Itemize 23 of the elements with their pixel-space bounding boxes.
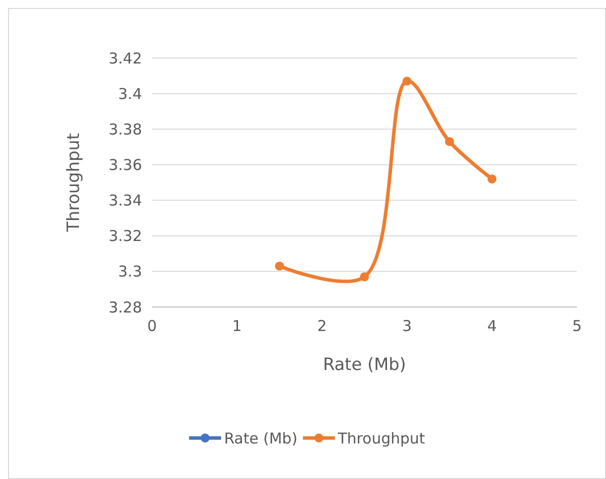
- y-tick-label: 3.34: [108, 192, 142, 210]
- point: [402, 76, 412, 86]
- point: [445, 137, 454, 146]
- x-tick-label: 2: [317, 317, 327, 335]
- x-tick-label: 3: [402, 317, 412, 335]
- x-tick-label: 1: [232, 317, 242, 335]
- x-tick-label: 0: [147, 317, 157, 335]
- y-tick-label: 3.3: [118, 262, 142, 281]
- point: [488, 174, 496, 184]
- legend-label: Throughput: [336, 429, 426, 448]
- point: [360, 272, 369, 282]
- y-tick-label: 3.32: [108, 227, 142, 246]
- y-tick-label: 3.28: [108, 298, 142, 316]
- y-tick-label: 3.36: [108, 156, 142, 174]
- x-tick-label: 4: [487, 317, 497, 335]
- y-tick-label: 3.4: [118, 84, 142, 103]
- point: [275, 262, 284, 271]
- y-tick-label: 3.38: [108, 120, 142, 138]
- legend-label: Rate (Mb): [224, 429, 298, 448]
- y-tick-label: 3.42: [108, 49, 142, 68]
- x-axis-title: Rate (Mb): [322, 355, 406, 375]
- x-tick-label: 5: [572, 317, 582, 335]
- y-axis-title: Throughput: [64, 132, 84, 233]
